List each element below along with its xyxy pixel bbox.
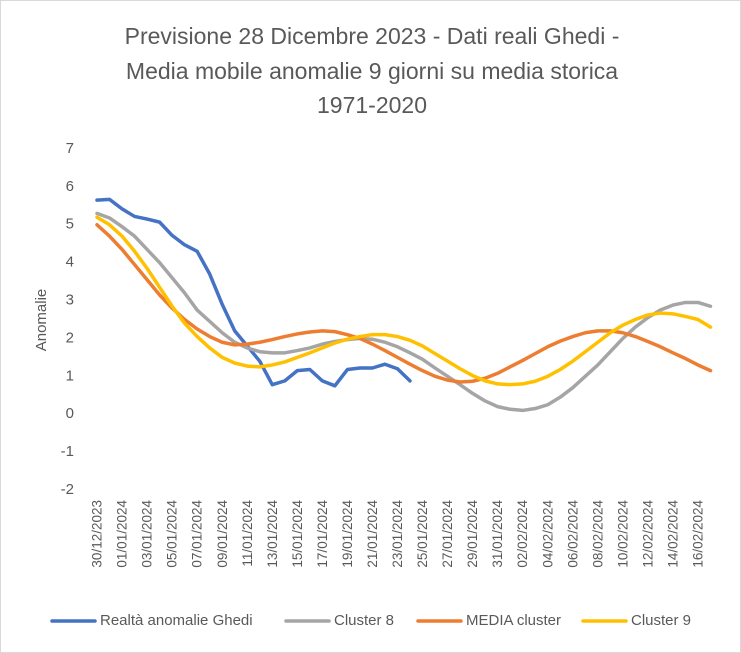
- legend-label: Cluster 9: [631, 612, 691, 629]
- x-tick-label: 11/01/2024: [240, 500, 255, 567]
- y-tick-label: -2: [61, 481, 74, 498]
- x-tick-label: 23/01/2024: [390, 500, 405, 568]
- y-tick-label: -1: [61, 443, 74, 460]
- x-tick-label: 06/02/2024: [565, 500, 580, 568]
- chart-title: 1971-2020: [317, 92, 427, 118]
- x-tick-label: 01/01/2024: [115, 500, 130, 568]
- x-tick-label: 05/01/2024: [165, 500, 180, 568]
- y-tick-label: 1: [66, 367, 74, 384]
- x-tick-label: 03/01/2024: [140, 500, 155, 568]
- x-tick-label: 30/12/2023: [90, 500, 105, 568]
- series-line: [95, 223, 713, 384]
- y-tick-label: 4: [66, 254, 74, 271]
- x-tick-label: 02/02/2024: [515, 500, 530, 568]
- x-tick-label: 12/02/2024: [640, 500, 655, 568]
- x-tick-label: 27/01/2024: [440, 500, 455, 568]
- series-line: [95, 211, 713, 413]
- x-tick-label: 14/02/2024: [665, 500, 680, 568]
- chart-title: Previsione 28 Dicembre 2023 - Dati reali…: [125, 23, 620, 49]
- x-tick-label: 17/01/2024: [315, 500, 330, 568]
- y-axis-label: Anomalie: [33, 289, 50, 352]
- series-line: [95, 215, 713, 387]
- x-tick-label: 10/02/2024: [615, 500, 630, 568]
- x-tick-label: 16/02/2024: [691, 500, 706, 568]
- y-tick-label: 5: [66, 216, 74, 233]
- x-tick-label: 15/01/2024: [290, 500, 305, 568]
- y-tick-label: 3: [66, 292, 74, 309]
- series-line: [95, 197, 412, 388]
- legend-label: Realtà anomalie Ghedi: [100, 612, 253, 629]
- x-tick-label: 13/01/2024: [265, 500, 280, 568]
- legend-label: MEDIA cluster: [466, 612, 561, 629]
- y-tick-label: 6: [66, 178, 74, 195]
- legend-label: Cluster 8: [334, 612, 394, 629]
- x-tick-label: 21/01/2024: [365, 500, 380, 568]
- x-tick-label: 25/01/2024: [415, 500, 430, 568]
- x-tick-label: 29/01/2024: [465, 500, 480, 568]
- y-tick-label: 0: [66, 405, 74, 422]
- x-tick-label: 04/02/2024: [540, 500, 555, 568]
- x-tick-label: 19/01/2024: [340, 500, 355, 568]
- y-tick-label: 7: [66, 140, 74, 157]
- x-tick-label: 07/01/2024: [190, 500, 205, 568]
- y-tick-label: 2: [66, 329, 74, 346]
- x-tick-label: 09/01/2024: [215, 500, 230, 568]
- x-tick-label: 31/01/2024: [490, 500, 505, 568]
- x-tick-label: 08/02/2024: [590, 500, 605, 568]
- chart-title: Media mobile anomalie 9 giorni su media …: [126, 58, 618, 84]
